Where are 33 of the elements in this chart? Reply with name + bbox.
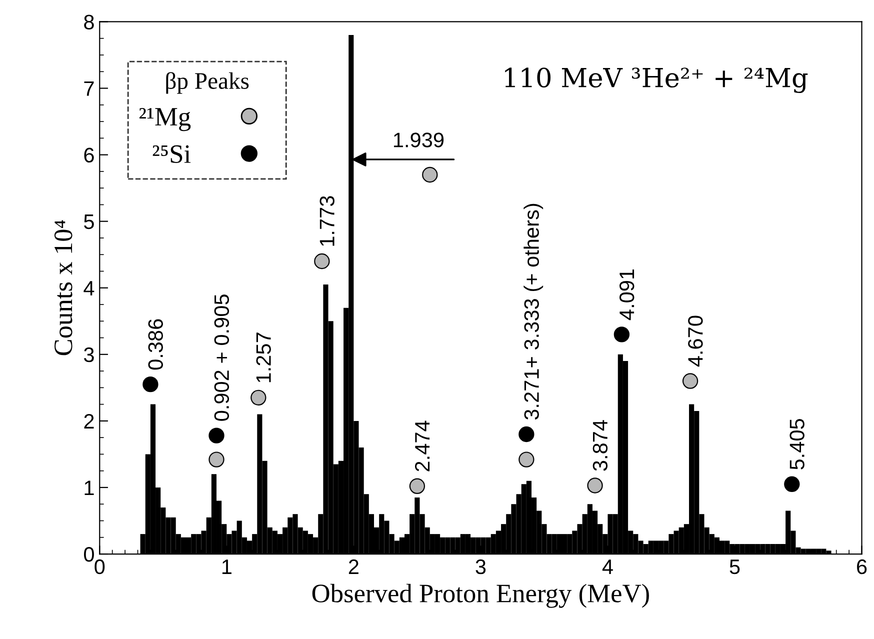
annotation: 1.773 bbox=[320, 196, 334, 246]
x-tick-label: 5 bbox=[730, 560, 740, 574]
y-tick-label: 7 bbox=[84, 81, 94, 96]
annotation: 4.091 bbox=[619, 269, 634, 320]
y-tick-label: 1 bbox=[84, 480, 94, 496]
annotation: 0.902 + 0.905 bbox=[214, 294, 230, 421]
annotation: 2.474 bbox=[414, 420, 430, 472]
annotation: 3.874 bbox=[592, 420, 608, 471]
annotation: 110 MeV ³He²⁺ + ²⁴Mg bbox=[505, 68, 808, 94]
annotation: 0.386 bbox=[148, 319, 163, 370]
x-axis-title: Observed Proton Energy (MeV) bbox=[312, 584, 649, 608]
y-tick-label: 4 bbox=[84, 281, 94, 296]
y-tick-label: 8 bbox=[84, 14, 94, 30]
annotation: 1.257 bbox=[256, 332, 271, 382]
y-tick-label: 0 bbox=[84, 547, 94, 562]
legend-label: ²⁵Si bbox=[152, 145, 191, 164]
y-tick-label: 6 bbox=[84, 148, 94, 163]
annotation: 3.271+ 3.333 (+ others) bbox=[524, 204, 544, 420]
x-tick-label: 4 bbox=[602, 560, 613, 574]
x-tick-label: 0 bbox=[94, 559, 105, 574]
y-tick-label: 3 bbox=[84, 347, 94, 362]
y-tick-label: 2 bbox=[84, 414, 94, 428]
x-tick-label: 3 bbox=[476, 559, 486, 574]
x-tick-label: 6 bbox=[857, 559, 867, 574]
y-axis-title: Counts x 10⁴ bbox=[54, 220, 72, 356]
y-tick-label: 5 bbox=[84, 214, 94, 230]
annotation: 5.405 bbox=[790, 419, 804, 470]
annotation: 4.670 bbox=[688, 316, 703, 367]
legend-label: ²¹Mg bbox=[140, 108, 191, 132]
annotation: 1.939 bbox=[394, 132, 444, 148]
x-tick-label: 1 bbox=[222, 560, 232, 574]
x-tick-label: 2 bbox=[348, 559, 358, 574]
legend-title: βp Peaks bbox=[166, 72, 249, 94]
